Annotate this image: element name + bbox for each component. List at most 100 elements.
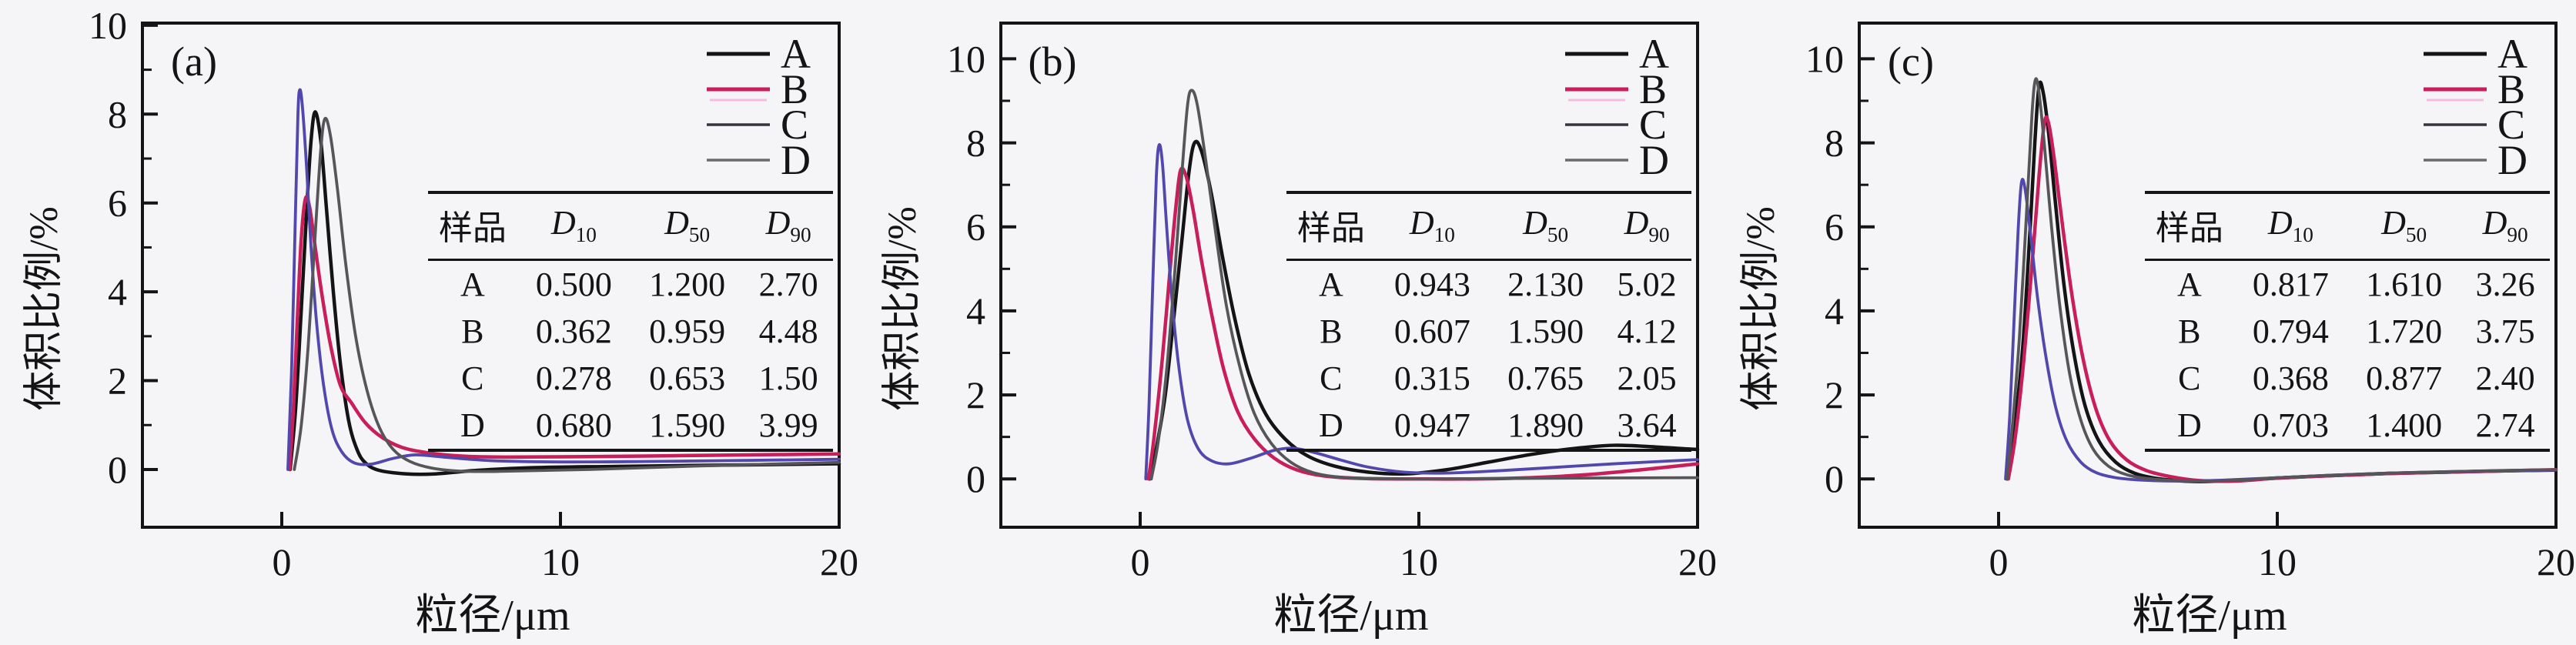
plot-svg-a: 0 2 4 6 8 10 0 10 20 (a) A B C D 粒径/μm: [89, 4, 858, 640]
axes-layer: 0 2 4 6 8 10 0 10 20: [89, 4, 858, 583]
x-tick-label: 0: [1131, 540, 1150, 583]
table-header-sample: 样品: [428, 192, 517, 261]
table-cell: 3.75: [2475, 312, 2535, 350]
d90-base: D: [765, 203, 791, 242]
table-cell: 4.12: [1617, 312, 1677, 350]
table-cell: B: [1320, 312, 1343, 350]
table-cell: 1.890: [1507, 406, 1584, 444]
panel-c: 体积比例/% 0 2 4 6 8 10 0 10 20 (c) A B C D 粒径/μm: [1717, 0, 2575, 645]
table-row: D 0.947 1.890 3.64: [1286, 402, 1691, 450]
table-body: A 0.943 2.130 5.02 B 0.607 1.590 4.12 C 0.315 0.76…: [1286, 260, 1691, 451]
table-cell: D: [1318, 406, 1343, 444]
table-cell: 1.200: [649, 266, 726, 303]
table-cell: 0.362: [535, 312, 612, 350]
table-cell: 2.05: [1617, 359, 1677, 397]
table-header-d10: D10: [2233, 192, 2347, 261]
table-cell: 0.959: [649, 312, 726, 350]
table-header-d50: D50: [1488, 192, 1603, 261]
y-tick-label: 2: [966, 373, 985, 416]
table-cell: 2.40: [2475, 359, 2535, 397]
table-cell: A: [460, 266, 485, 303]
curve-D: [293, 116, 841, 473]
curve-C: [286, 88, 841, 471]
table-cell: C: [1320, 359, 1343, 397]
curve-C: [1144, 142, 1699, 481]
y-tick-label: 8: [966, 122, 985, 165]
table-cell: 0.877: [2366, 359, 2443, 397]
y-tick-label: 6: [966, 206, 985, 249]
y-tick-label: 2: [108, 359, 127, 403]
table-header-row: 样品 D10 D50 D90: [428, 192, 833, 261]
table-cell: 0.680: [535, 406, 612, 444]
d10-sub: 10: [1434, 222, 1455, 246]
panel-label: (c): [1888, 38, 1934, 85]
table-cell: 1.50: [758, 359, 818, 397]
y-tick-label: 0: [108, 448, 127, 491]
y-tick-label: 6: [1825, 206, 1844, 249]
table-cell: 0.278: [535, 359, 612, 397]
d50-base: D: [664, 203, 689, 242]
table-cell: 3.26: [2475, 266, 2535, 303]
table-cell: C: [461, 359, 484, 397]
table-cell: 3.99: [758, 406, 818, 444]
d90-sub: 90: [790, 222, 811, 246]
legend-label-A: A: [781, 31, 811, 77]
x-tick-label: 20: [1678, 540, 1717, 583]
plot-border: [141, 22, 841, 529]
table-cell: B: [2178, 312, 2201, 350]
table-cell: 0.607: [1393, 312, 1470, 350]
table-cell: B: [461, 312, 484, 350]
table-cell: 0.765: [1507, 359, 1584, 397]
d10-sub: 10: [575, 222, 597, 246]
y-tick-label: 6: [108, 182, 127, 225]
table-body: A 0.500 1.200 2.70 B 0.362 0.959 4.48 C 0.278 0.65…: [428, 260, 833, 451]
curve-D: [2005, 77, 2558, 483]
table-header-d50: D50: [2347, 192, 2461, 261]
table-cell: 1.400: [2366, 406, 2443, 444]
axes-layer: 0 2 4 6 8 10 0 10 20: [1805, 37, 2575, 583]
table-cell: 1.590: [1507, 312, 1584, 350]
table-cell: 0.500: [535, 266, 612, 303]
axes-layer: 0 2 4 6 8 10 0 10 20: [947, 37, 1717, 583]
d50-sub: 50: [1547, 222, 1569, 246]
plot-svg-b: 0 2 4 6 8 10 0 10 20 (b) A B C D 粒径/μm: [947, 22, 1717, 640]
table-row: B 0.362 0.959 4.48: [428, 308, 833, 355]
table-cell: 4.48: [758, 312, 818, 350]
table-header-row: 样品 D10 D50 D90: [1286, 192, 1691, 261]
y-tick-label: 0: [966, 457, 985, 500]
table-row: C 0.315 0.765 2.05: [1286, 355, 1691, 402]
table-header-d90: D90: [1602, 192, 1691, 261]
x-tick-label: 10: [1400, 540, 1438, 583]
curve-A: [1148, 139, 1700, 481]
panel-label: (a): [171, 38, 217, 85]
curve-A: [288, 110, 841, 476]
table-header-d10: D10: [1375, 192, 1489, 261]
d50-sub: 50: [2405, 222, 2427, 246]
table-cell: 0.943: [1393, 266, 1470, 303]
table-cell: D: [2176, 406, 2202, 444]
table-cell: 0.703: [2252, 406, 2329, 444]
y-tick-label: 2: [1825, 373, 1844, 416]
legend-label-A: A: [2497, 31, 2527, 77]
legend-label-D: D: [1639, 137, 1669, 183]
table-cell: 0.653: [649, 359, 726, 397]
table-row: D 0.703 1.400 2.74: [2145, 402, 2550, 450]
inset-table: 样品 D10 D50 D90 A 0.943 2.130 5.02 B 0.607 1.59…: [1286, 191, 1691, 452]
table-row: C 0.368 0.877 2.40: [2145, 355, 2550, 402]
table-header-d50: D50: [630, 192, 744, 261]
table-cell: 1.590: [649, 406, 726, 444]
y-tick-label: 8: [1825, 122, 1844, 165]
table-cell: 3.64: [1617, 406, 1677, 444]
legend-label-B: B: [781, 66, 808, 112]
legend: A B C D: [707, 31, 811, 183]
table-cell: 1.610: [2366, 266, 2443, 303]
x-tick-label: 10: [2258, 540, 2297, 583]
y-tick-label: 8: [108, 92, 127, 135]
d90-base: D: [2482, 203, 2507, 242]
x-axis-title: 粒径/μm: [1273, 592, 1428, 640]
x-tick-label: 0: [273, 540, 292, 583]
table-row: A 0.943 2.130 5.02: [1286, 260, 1691, 309]
table-header-d10: D10: [517, 192, 631, 261]
y-tick-label: 10: [1805, 37, 1844, 80]
d10-sub: 10: [2292, 222, 2313, 246]
